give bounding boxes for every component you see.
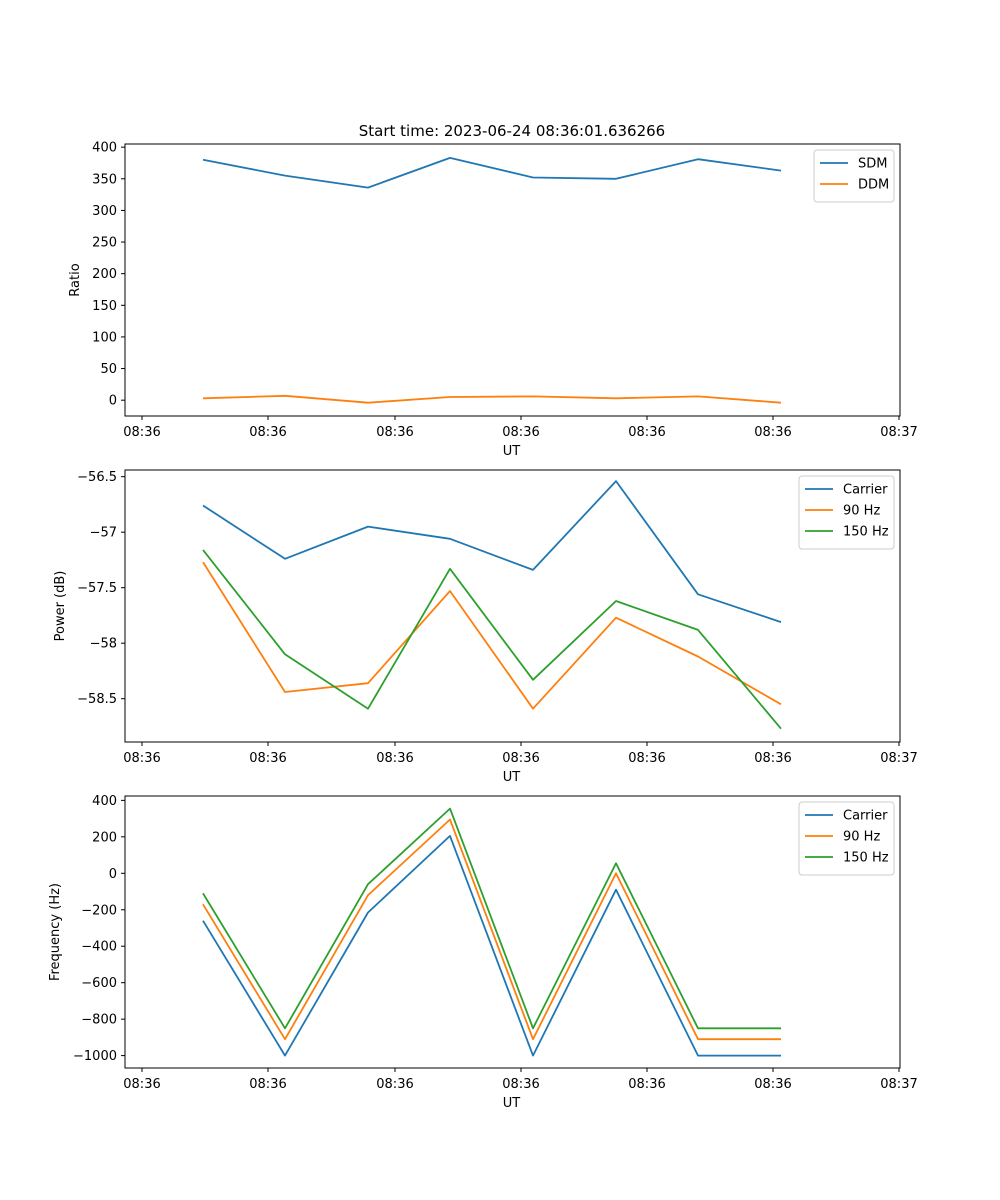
y-tick-label: −57.5 [77,581,117,596]
legend: SDM DDM [813,149,895,203]
x-tick-label: 08:36 [754,751,791,766]
legend-label: Carrier [843,809,888,824]
x-tick-label: 08:36 [249,1077,286,1092]
y-tick-label: 350 [92,172,117,187]
axes-frame [124,469,901,743]
y-tick-label: 300 [92,204,117,219]
x-tick-label: 08:36 [502,425,539,440]
x-tick-label: 08:36 [376,751,413,766]
legend: Carrier 90 Hz 150 Hz [798,475,895,550]
x-tick-label: 08:36 [628,751,665,766]
legend-label: DDM [858,178,889,193]
series-line-carrier [202,835,781,1057]
y-tick-label: 100 [92,330,117,345]
legend-label: 150 Hz [843,851,889,866]
legend-label: 90 Hz [843,830,880,845]
y-tick-label: −800 [81,1013,117,1028]
y-tick-label: −400 [81,940,117,955]
series-line-sdm [202,156,782,189]
y-tick-label: −56.5 [77,470,117,485]
panel-2: 08:36 08:36 08:36 08:36 08:36 08:36 08:37 −56.5… [53,469,918,785]
y-axis-label: Power (dB) [53,571,68,642]
series-line-ddm [202,394,782,404]
x-tick-label: 08:36 [502,1077,539,1092]
axes-frame [124,143,901,417]
x-tick-label: 08:36 [754,425,791,440]
x-axis-label: UT [503,770,521,785]
series-line-150-hz [202,549,782,730]
x-axis-label: UT [503,1096,521,1111]
y-axis-label: Frequency (Hz) [48,883,63,981]
series-line-carrier [202,480,782,623]
x-tick-label: 08:36 [502,751,539,766]
y-tick-label: 400 [92,141,117,156]
figure-title: Start time: 2023-06-24 08:36:01.636266 [359,122,665,140]
legend-label: 90 Hz [843,504,880,519]
legend: Carrier 90 Hz 150 Hz [798,801,895,876]
x-tick-label: 08:36 [249,751,286,766]
x-tick-label: 08:36 [754,1077,791,1092]
y-tick-label: 50 [100,362,117,377]
x-tick-label: 08:37 [880,751,917,766]
y-tick-label: 0 [109,394,117,409]
x-tick-label: 08:36 [123,425,160,440]
y-tick-label: 0 [109,867,117,882]
x-tick-label: 08:36 [123,751,160,766]
x-tick-label: 08:37 [880,425,917,440]
series-line-90-hz [202,818,781,1041]
y-tick-label: −200 [81,903,117,918]
y-tick-label: −1000 [73,1049,117,1064]
x-tick-label: 08:36 [628,1077,665,1092]
y-tick-label: −58.5 [77,692,117,707]
y-tick-label: 150 [92,299,117,314]
x-tick-label: 08:36 [628,425,665,440]
legend-label: SDM [858,157,887,172]
y-tick-label: 400 [92,794,117,809]
panel-1: 08:36 08:36 08:36 08:36 08:36 08:36 08:37 0 50 10… [68,141,918,459]
y-tick-label: −57 [90,526,117,541]
x-tick-label: 08:36 [123,1077,160,1092]
x-tick-label: 08:36 [376,1077,413,1092]
series-line-90-hz [202,561,782,710]
y-tick-label: 200 [92,267,117,282]
y-tick-label: −600 [81,976,117,991]
chart-panels: 08:36 08:36 08:36 08:36 08:36 08:36 08:37 0 50 10… [48,141,918,1111]
x-tick-label: 08:37 [880,1077,917,1092]
panel-3: 08:36 08:36 08:36 08:36 08:36 08:36 08:37 400 20… [48,794,918,1111]
y-tick-label: 250 [92,236,117,251]
legend-label: 150 Hz [843,525,889,540]
y-tick-label: 200 [92,830,117,845]
axes-frame [124,795,901,1069]
x-tick-label: 08:36 [249,425,286,440]
x-tick-label: 08:36 [376,425,413,440]
legend-label: Carrier [843,483,888,498]
series-line-150-hz [202,807,781,1030]
x-axis-label: UT [503,444,521,459]
y-tick-label: −58 [90,637,117,652]
y-axis-label: Ratio [68,263,83,296]
